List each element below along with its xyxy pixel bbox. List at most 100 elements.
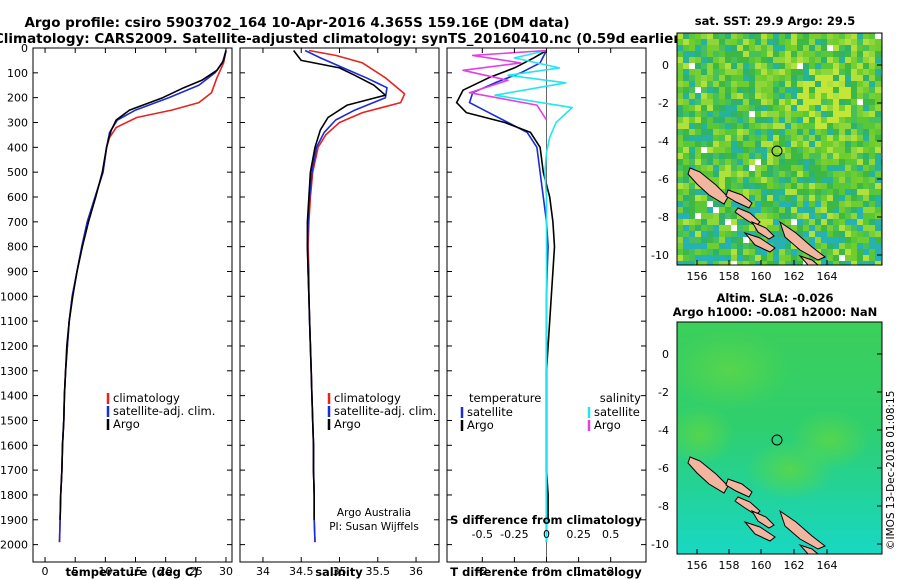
sst-cell <box>767 237 773 243</box>
sst-cell <box>785 93 791 99</box>
sst-cell <box>785 75 791 81</box>
sst-cell <box>773 111 779 117</box>
sst-cell <box>869 195 875 201</box>
sst-cell <box>725 129 731 135</box>
sst-cell <box>833 165 839 171</box>
sst-cell <box>701 117 707 123</box>
sst-cell <box>695 225 701 231</box>
sst-cell <box>749 159 755 165</box>
sst-cell <box>677 123 683 129</box>
sst-cell <box>701 87 707 93</box>
sst-cell <box>719 207 725 213</box>
depth-tick-label: 1000 <box>0 290 28 303</box>
sst-cell <box>839 189 845 195</box>
sst-cell <box>773 189 779 195</box>
sst-cell <box>857 45 863 51</box>
sst-cell <box>713 237 719 243</box>
salinity-series-argo <box>292 50 387 520</box>
sst-cell <box>875 99 881 105</box>
sst-cell <box>767 39 773 45</box>
sst-cell <box>695 123 701 129</box>
sst-cell <box>743 69 749 75</box>
sla-islands <box>687 456 826 554</box>
depth-tick-label: 0 <box>21 42 28 55</box>
sst-cell <box>821 129 827 135</box>
sst-cell <box>719 153 725 159</box>
sst-cell <box>683 57 689 63</box>
sst-cell <box>815 183 821 189</box>
sst-cell <box>755 135 761 141</box>
sst-cell <box>797 177 803 183</box>
sst-cell <box>845 111 851 117</box>
sst-cell <box>797 153 803 159</box>
sst-cell <box>689 147 695 153</box>
sst-cell <box>749 141 755 147</box>
sst-cell <box>767 117 773 123</box>
sst-cell <box>809 177 815 183</box>
sst-cell <box>761 237 767 243</box>
sst-cell <box>845 243 851 249</box>
sst-cell <box>803 33 809 39</box>
difference-xtick-label: -2 <box>477 565 488 578</box>
sst-cell <box>731 201 737 207</box>
sst-cell <box>701 261 707 265</box>
map-lon-tick-label: 160 <box>751 270 772 283</box>
sst-cell <box>857 117 863 123</box>
temperature-series-satellite <box>58 50 227 543</box>
sst-cell <box>749 243 755 249</box>
sst-cell <box>701 105 707 111</box>
sst-cell <box>725 243 731 249</box>
sst-cell <box>809 255 815 261</box>
sst-cell <box>695 117 701 123</box>
sst-cell <box>863 213 869 219</box>
sst-cell <box>833 213 839 219</box>
sst-cell <box>821 177 827 183</box>
sst-cell <box>773 219 779 225</box>
sst-cell <box>707 159 713 165</box>
sst-cell <box>707 195 713 201</box>
sst-cell <box>845 249 851 255</box>
map-lat-tick-label: -4 <box>658 135 669 148</box>
sst-cell <box>875 81 881 87</box>
sst-cell <box>851 111 857 117</box>
sst-cell <box>761 81 767 87</box>
sst-cell <box>809 225 815 231</box>
sst-cell <box>827 231 833 237</box>
sst-cell <box>845 189 851 195</box>
sst-cell <box>857 153 863 159</box>
sst-cell <box>785 117 791 123</box>
sst-cell <box>851 237 857 243</box>
legend-label-t-satellite: satellite <box>467 405 513 419</box>
sst-cell <box>851 39 857 45</box>
sst-cell <box>683 99 689 105</box>
sst-cell <box>797 189 803 195</box>
sst-cell <box>719 213 725 219</box>
sst-cell <box>785 261 791 265</box>
sst-cell <box>857 171 863 177</box>
sst-cell <box>677 195 683 201</box>
sst-cell <box>701 93 707 99</box>
sst-cell <box>869 129 875 135</box>
sst-cell <box>851 117 857 123</box>
sst-cell <box>833 57 839 63</box>
sst-cell <box>749 69 755 75</box>
sst-cell <box>767 159 773 165</box>
sst-cell <box>737 117 743 123</box>
temperature-panel: 0100200300400500600700800900100011001200… <box>0 42 233 579</box>
sst-cell <box>827 99 833 105</box>
watermark: ©IMOS 13-Dec-2018 01:08:15 <box>885 391 897 550</box>
depth-tick-label: 1600 <box>0 439 28 452</box>
legend-label-s-sat_salinity: satellite <box>594 405 640 419</box>
sst-cell <box>803 87 809 93</box>
sst-cell <box>833 147 839 153</box>
sst-cell <box>719 81 725 87</box>
sst-cell <box>677 99 683 105</box>
sst-cell <box>725 153 731 159</box>
sst-cell <box>857 231 863 237</box>
sst-cell <box>677 69 683 75</box>
sst-cell <box>725 225 731 231</box>
sst-cell <box>737 75 743 81</box>
sst-cell <box>761 57 767 63</box>
sst-cell <box>719 33 725 39</box>
sst-cell <box>767 99 773 105</box>
